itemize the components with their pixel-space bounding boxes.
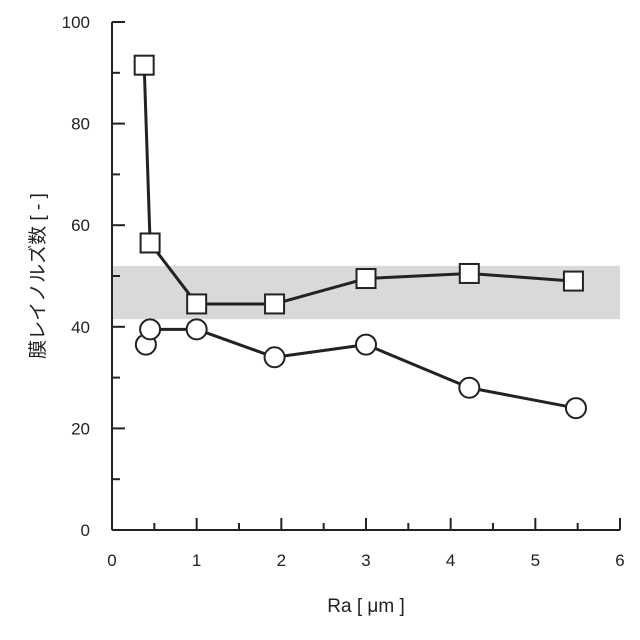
square-marker	[564, 272, 583, 291]
circle-marker	[459, 378, 479, 398]
x-tick-label: 3	[361, 551, 370, 570]
y-tick-label: 20	[71, 419, 90, 438]
y-tick-label: 60	[71, 216, 90, 235]
x-tick-label: 0	[107, 551, 116, 570]
y-tick-label: 0	[81, 521, 90, 540]
y-tick-label: 80	[71, 115, 90, 134]
square-marker	[187, 294, 206, 313]
square-marker	[135, 56, 154, 75]
x-tick-label: 1	[192, 551, 201, 570]
x-tick-label: 5	[531, 551, 540, 570]
circle-marker	[566, 398, 586, 418]
square-marker	[265, 294, 284, 313]
circle-marker	[265, 347, 285, 367]
square-marker	[357, 269, 376, 288]
y-axis-title: 膜レイノルズ数 [ - ]	[27, 193, 49, 359]
x-tick-label: 6	[615, 551, 624, 570]
square-marker	[460, 264, 479, 283]
series-layer	[135, 56, 586, 418]
x-axis-title: Ra [ μm ]	[327, 596, 404, 617]
x-tick-label: 2	[277, 551, 286, 570]
x-tick-label: 4	[446, 551, 455, 570]
y-tick-label: 40	[71, 318, 90, 337]
circle-marker	[140, 319, 160, 339]
square-marker	[141, 233, 160, 252]
circle-marker	[187, 319, 207, 339]
y-tick-label: 100	[62, 13, 90, 32]
circle-marker	[356, 335, 376, 355]
